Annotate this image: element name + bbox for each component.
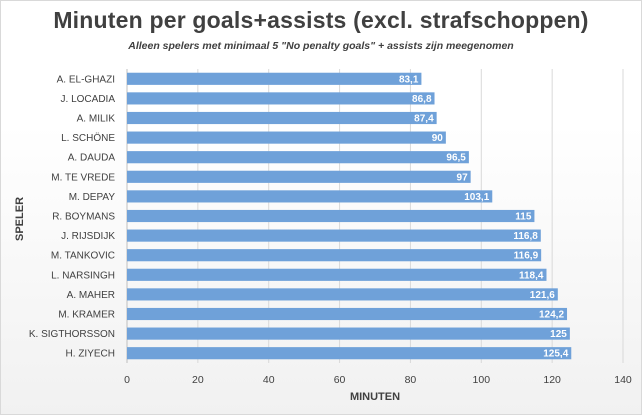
bar	[127, 268, 547, 281]
bar	[127, 347, 572, 360]
bar	[127, 72, 422, 85]
bar-value-label: 97	[457, 172, 469, 183]
bar	[127, 229, 541, 242]
y-tick-label: M. TANKOVIC	[51, 251, 115, 262]
bar-value-label: 87,4	[414, 114, 434, 125]
bar-value-label: 96,5	[446, 153, 466, 164]
bar	[127, 288, 558, 301]
bar-value-label: 124,2	[539, 310, 564, 321]
y-tick-label: J. RIJSDIJK	[61, 231, 115, 242]
y-tick-label: A. DAUDA	[68, 153, 116, 164]
bar-value-label: 116,8	[513, 231, 538, 242]
bar	[127, 92, 435, 105]
x-tick-label: 80	[405, 374, 417, 386]
bar	[127, 151, 469, 164]
y-tick-label: M. DEPAY	[69, 192, 116, 203]
x-tick-label: 0	[124, 374, 130, 386]
bar	[127, 249, 542, 262]
bar-value-label: 90	[432, 133, 444, 144]
chart-title: Minuten per goals+assists (excl. strafsc…	[53, 7, 589, 33]
bar	[127, 131, 446, 144]
y-tick-label: A. MAHER	[67, 290, 115, 301]
x-tick-label: 120	[543, 374, 561, 386]
bar-value-label: 125,4	[543, 349, 568, 360]
bar	[127, 327, 570, 340]
y-tick-label: A. MILIK	[77, 114, 116, 125]
bar	[127, 111, 437, 125]
x-tick-label: 60	[334, 374, 346, 386]
y-tick-label: J. LOCADIA	[61, 94, 116, 105]
bar-value-label: 125	[550, 329, 567, 340]
chart-subtitle: Alleen spelers met minimaal 5 "No penalt…	[128, 40, 514, 52]
x-tick-label: 100	[473, 374, 491, 386]
y-tick-label: K. SIGTHORSSON	[29, 329, 115, 340]
bar	[127, 307, 568, 321]
bar-value-label: 115	[515, 212, 532, 223]
bar	[127, 209, 535, 223]
bar-value-label: 83,1	[399, 74, 419, 85]
y-tick-label: R. BOYMANS	[52, 212, 115, 223]
y-tick-label: L. SCHÖNE	[61, 132, 115, 144]
bar	[127, 170, 471, 183]
x-tick-label: 40	[263, 374, 275, 386]
bar-value-label: 118,4	[519, 270, 544, 281]
y-tick-label: H. ZIYECH	[66, 349, 115, 360]
y-tick-label: L. NARSINGH	[51, 270, 115, 281]
x-axis-title: MINUTEN	[350, 391, 400, 403]
bar	[127, 190, 493, 203]
bar-value-label: 121,6	[530, 290, 555, 301]
bar-value-label: 116,9	[514, 251, 539, 262]
x-tick-label: 20	[192, 374, 204, 386]
x-tick-label: 140	[614, 374, 632, 386]
labels: A. EL-GHAZI 83,1 J. LOCADIA 86,8 A. MILIK 87,…	[29, 74, 569, 359]
y-tick-label: M. TE VREDE	[51, 172, 115, 183]
bar-value-label: 103,1	[464, 192, 489, 203]
y-axis-title: SPELER	[14, 197, 26, 241]
bars	[127, 72, 572, 360]
bar-value-label: 86,8	[412, 94, 432, 105]
y-tick-label: M. KRAMER	[58, 310, 115, 321]
y-tick-label: A. EL-GHAZI	[57, 74, 115, 85]
axes: 0 20 40 60 80 100 120 140	[124, 69, 632, 386]
